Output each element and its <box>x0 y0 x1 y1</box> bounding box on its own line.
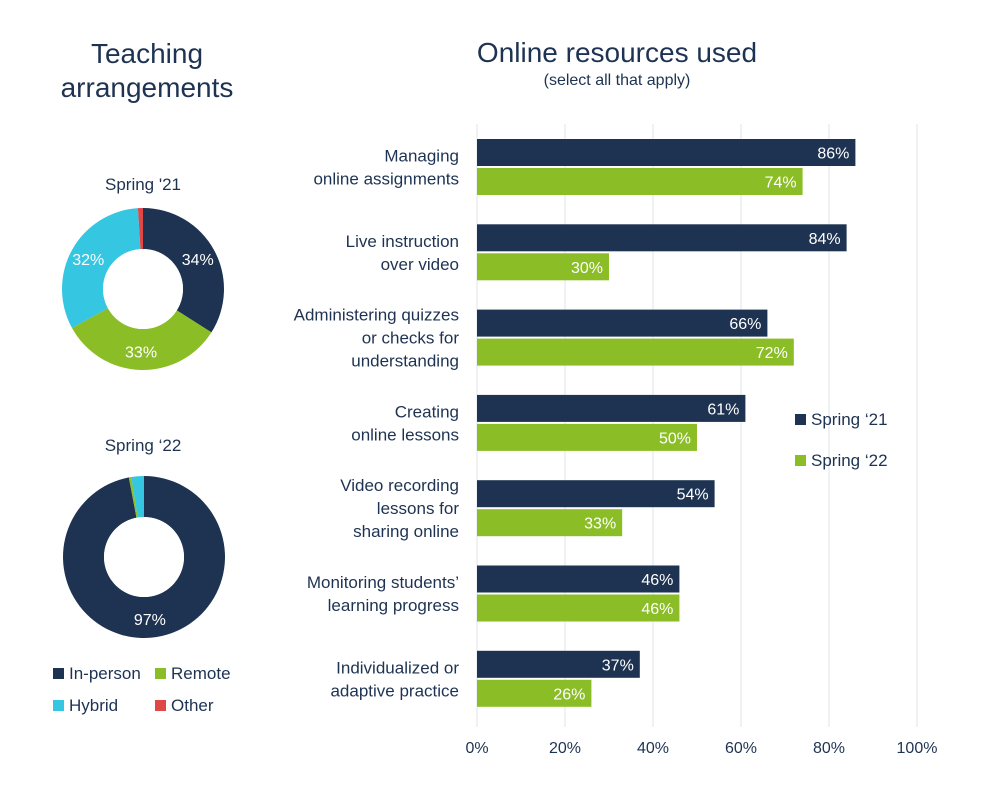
bar-data-label-spring-21-4: 54% <box>677 487 709 504</box>
pie-data-label-in-person: 34% <box>182 252 214 269</box>
bar-spring-21-5 <box>477 565 680 593</box>
category-label-2-line-2: understanding <box>351 352 459 371</box>
pie-slice-other <box>137 208 143 250</box>
category-label-4-line-1: lessons for <box>377 499 460 518</box>
bar-spring-22-2 <box>477 338 794 366</box>
x-tick-label-60: 60% <box>725 740 757 757</box>
pie-chart-spring-21: 34% 33% 32% <box>62 208 225 370</box>
bar-legend-label-spring-22: Spring ‘22 <box>811 451 888 470</box>
pie-legend-label-hybrid: Hybrid <box>69 696 118 715</box>
x-tick-label-100: 100% <box>897 740 938 757</box>
pie-legend-label-in-person: In-person <box>69 664 141 683</box>
bar-data-label-spring-22-5: 46% <box>641 601 673 618</box>
bar-data-label-spring-22-2: 72% <box>756 345 788 362</box>
pie-slice-remote <box>72 308 212 370</box>
category-label-2-line-1: or checks for <box>362 329 460 348</box>
bar-legend-swatch-spring-21 <box>795 414 806 425</box>
pie-chart-spring-22: 97% <box>63 476 226 638</box>
pie-legend-swatch-remote <box>155 668 166 679</box>
bar-marks: 86% 74% 84% 30% 66% 72% 61% 50% 54% 33% 46% 46% 37% 2… <box>477 139 856 707</box>
bar-data-label-spring-22-0: 74% <box>765 175 797 192</box>
pie-legend-swatch-in-person <box>53 668 64 679</box>
pie-slice-hybrid <box>131 476 144 518</box>
bar-data-label-spring-22-6: 26% <box>553 686 585 703</box>
category-label-5-line-1: learning progress <box>328 596 459 615</box>
category-label-0-line-0: Managing <box>384 147 459 166</box>
category-label-4-line-2: sharing online <box>353 522 459 541</box>
bar-data-label-spring-22-3: 50% <box>659 430 691 447</box>
category-label-6-line-1: adaptive practice <box>330 681 459 700</box>
bar-spring-22-0 <box>477 168 803 195</box>
pie-legend-label-other: Other <box>171 696 214 715</box>
bar-spring-21-3 <box>477 394 746 422</box>
bar-spring-22-3 <box>477 423 697 451</box>
bar-spring-21-1 <box>477 224 847 252</box>
bar-data-label-spring-21-0: 86% <box>817 146 849 163</box>
pie1-subtitle: Spring '21 <box>105 175 181 194</box>
pie-data-label-remote: 33% <box>125 344 157 361</box>
x-tick-label-0: 0% <box>465 740 488 757</box>
pie-data-label-in-person: 97% <box>134 612 166 629</box>
bar-spring-21-4 <box>477 480 715 508</box>
category-label-1-line-0: Live instruction <box>346 232 459 251</box>
category-label-3-line-1: online lessons <box>351 425 459 444</box>
category-label-1-line-1: over video <box>381 255 459 274</box>
bar-data-label-spring-21-1: 84% <box>809 231 841 248</box>
bar-spring-21-2 <box>477 309 768 337</box>
x-tick-label-80: 80% <box>813 740 845 757</box>
bar-category-labels: Managing online assignments Live instructi… <box>294 147 460 701</box>
bar-data-label-spring-21-2: 66% <box>729 316 761 333</box>
category-label-5-line-0: Monitoring students’ <box>307 573 459 592</box>
bar-spring-22-1 <box>477 253 609 281</box>
category-label-3-line-0: Creating <box>395 402 459 421</box>
bar-spring-22-4 <box>477 509 623 537</box>
pie-legend-swatch-hybrid <box>53 700 64 711</box>
pie2-subtitle: Spring ‘22 <box>105 436 182 455</box>
x-tick-label-20: 20% <box>549 740 581 757</box>
pie-legend: In-person Remote Hybrid Other <box>53 664 231 715</box>
bar-legend: Spring ‘21 Spring ‘22 <box>795 410 888 470</box>
pie-slice-in-person <box>63 476 226 638</box>
pie-title-line-2: arrangements <box>61 72 234 103</box>
donut-hole <box>103 249 183 329</box>
pie-title-line-1: Teaching <box>91 38 203 69</box>
bar-spring-22-5 <box>477 594 680 622</box>
x-tick-label-40: 40% <box>637 740 669 757</box>
bar-legend-label-spring-21: Spring ‘21 <box>811 410 888 429</box>
pie-slice-remote <box>128 476 138 518</box>
bar-title: Online resources used <box>477 37 757 68</box>
bar-data-label-spring-21-6: 37% <box>602 657 634 674</box>
bar-legend-swatch-spring-22 <box>795 455 806 466</box>
category-label-4-line-0: Video recording <box>340 476 459 495</box>
category-label-2-line-0: Administering quizzes <box>294 306 459 325</box>
pie-data-label-hybrid: 32% <box>72 252 104 269</box>
bar-spring-21-0 <box>477 139 856 166</box>
pie-legend-swatch-other <box>155 700 166 711</box>
category-label-0-line-1: online assignments <box>313 170 459 189</box>
pie-slice-hybrid <box>62 208 141 329</box>
pie-slice-in-person <box>143 208 225 333</box>
bar-data-label-spring-21-3: 61% <box>707 401 739 418</box>
donut-hole <box>104 517 184 597</box>
bar-spring-21-6 <box>477 650 640 678</box>
bar-tick-labels: 0% 20% 40% 60% 80% 100% <box>465 740 937 757</box>
bar-spring-22-6 <box>477 679 592 707</box>
bar-data-label-spring-21-5: 46% <box>641 572 673 589</box>
bar-subtitle: (select all that apply) <box>544 72 691 89</box>
category-label-6-line-0: Individualized or <box>336 658 459 677</box>
pie-legend-label-remote: Remote <box>171 664 231 683</box>
bar-data-label-spring-22-1: 30% <box>571 260 603 277</box>
bar-data-label-spring-22-4: 33% <box>584 516 616 533</box>
